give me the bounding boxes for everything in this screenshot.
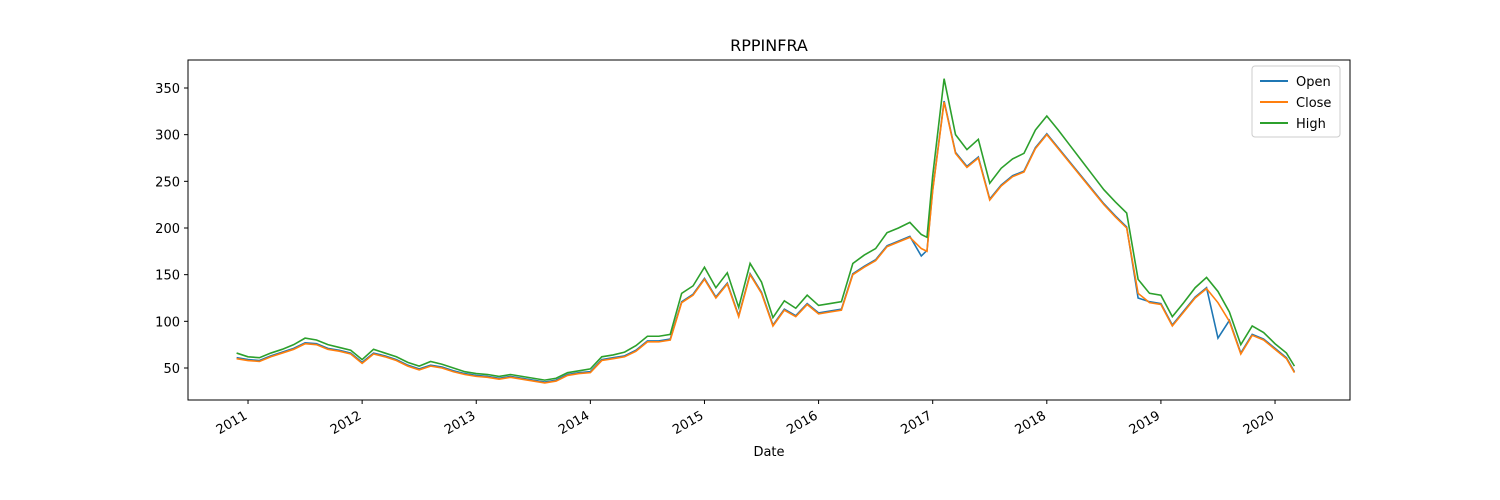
series-line (236, 100, 1296, 383)
series-line (236, 101, 1296, 384)
x-tick-label: 2017 (899, 408, 935, 438)
y-tick-label: 250 (155, 175, 180, 190)
legend-label: Open (1296, 75, 1331, 90)
chart-title: RPPINFRA (730, 36, 808, 55)
x-axis-label: Date (753, 445, 784, 460)
x-tick-label: 2020 (1241, 408, 1277, 438)
series-line (236, 78, 1296, 381)
y-tick-label: 300 (155, 129, 180, 144)
y-tick-label: 100 (155, 315, 180, 330)
x-tick-label: 2014 (556, 408, 592, 438)
y-tick-label: 50 (163, 362, 180, 377)
x-tick-label: 2013 (442, 408, 478, 438)
x-tick-label: 2015 (670, 408, 706, 438)
y-tick-label: 200 (155, 222, 180, 237)
plot-frame (187, 59, 1351, 401)
y-tick-label: 150 (155, 269, 180, 284)
x-tick-label: 2016 (784, 408, 820, 438)
x-tick-label: 2018 (1013, 408, 1049, 438)
legend-label: Close (1296, 96, 1331, 111)
x-tick-label: 2019 (1127, 408, 1163, 438)
x-tick-label: 2012 (328, 408, 364, 438)
legend-label: High (1296, 117, 1326, 132)
y-tick-label: 350 (155, 82, 180, 97)
legend-box (1251, 65, 1341, 138)
x-tick-label: 2011 (214, 408, 250, 438)
